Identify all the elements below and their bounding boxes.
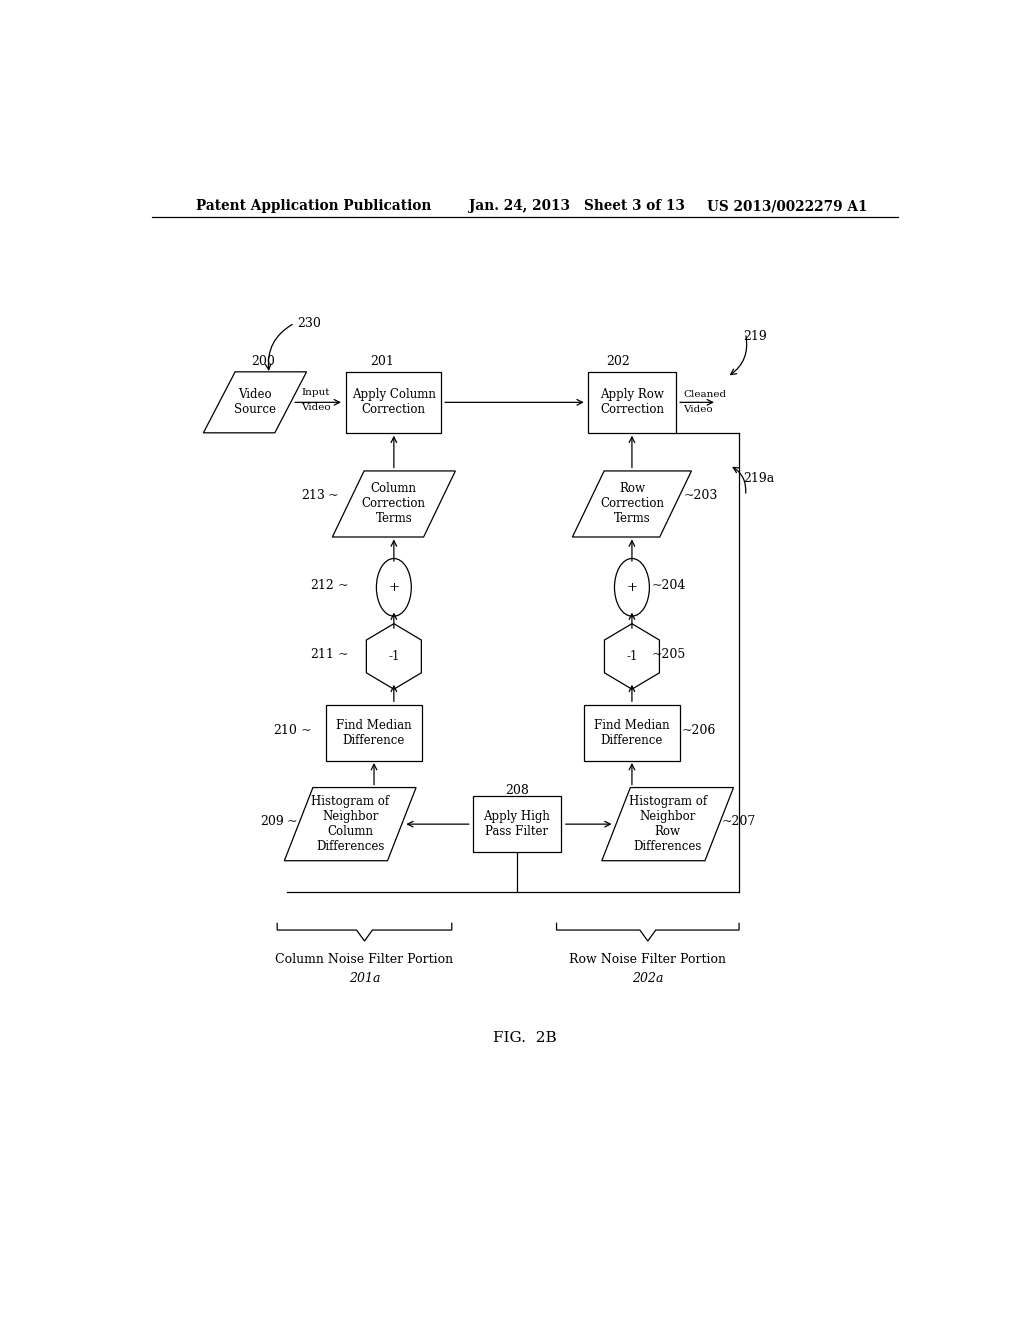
Text: Apply Column
Correction: Apply Column Correction	[352, 388, 436, 416]
Text: Sheet 3 of 13: Sheet 3 of 13	[585, 199, 685, 213]
FancyBboxPatch shape	[327, 705, 422, 760]
Text: 208: 208	[505, 784, 528, 797]
Text: Row
Correction
Terms: Row Correction Terms	[600, 483, 664, 525]
Text: Cleaned: Cleaned	[684, 389, 727, 399]
FancyBboxPatch shape	[588, 372, 676, 433]
Text: ~: ~	[338, 578, 348, 591]
Ellipse shape	[614, 558, 649, 616]
Text: Apply High
Pass Filter: Apply High Pass Filter	[483, 810, 550, 838]
Text: Video
Source: Video Source	[233, 388, 276, 416]
Text: 212: 212	[310, 578, 334, 591]
Polygon shape	[604, 623, 659, 689]
Text: Find Median
Difference: Find Median Difference	[594, 718, 670, 747]
Text: 219: 219	[743, 330, 767, 343]
FancyBboxPatch shape	[346, 372, 441, 433]
FancyBboxPatch shape	[473, 796, 560, 853]
Polygon shape	[602, 788, 733, 861]
Text: ~206: ~206	[682, 725, 717, 737]
FancyBboxPatch shape	[585, 705, 680, 760]
Text: FIG.  2B: FIG. 2B	[493, 1031, 557, 1044]
Text: US 2013/0022279 A1: US 2013/0022279 A1	[708, 199, 867, 213]
Text: 213: 213	[301, 490, 325, 503]
Text: Patent Application Publication: Patent Application Publication	[197, 199, 432, 213]
Text: Apply Row
Correction: Apply Row Correction	[600, 388, 664, 416]
Polygon shape	[285, 788, 416, 861]
Text: Jan. 24, 2013: Jan. 24, 2013	[469, 199, 570, 213]
Text: 200: 200	[251, 355, 274, 368]
Text: 202: 202	[606, 355, 631, 368]
Text: Column Noise Filter Portion: Column Noise Filter Portion	[275, 953, 454, 966]
Text: Histogram of
Neighbor
Row
Differences: Histogram of Neighbor Row Differences	[629, 795, 707, 853]
Text: ~: ~	[338, 648, 348, 661]
Text: 230: 230	[297, 317, 321, 330]
Polygon shape	[367, 623, 421, 689]
Text: 201: 201	[370, 355, 394, 368]
Text: ~205: ~205	[652, 648, 686, 661]
Text: +: +	[388, 581, 399, 594]
Text: Column
Correction
Terms: Column Correction Terms	[361, 483, 426, 525]
Ellipse shape	[377, 558, 412, 616]
Polygon shape	[333, 471, 456, 537]
Text: ~207: ~207	[722, 814, 756, 828]
Text: Video: Video	[301, 403, 331, 412]
Text: 211: 211	[310, 648, 334, 661]
Text: -1: -1	[627, 649, 638, 663]
Text: ~: ~	[287, 814, 297, 828]
Text: 201a: 201a	[349, 972, 380, 985]
Text: Input: Input	[302, 388, 331, 397]
Text: Row Noise Filter Portion: Row Noise Filter Portion	[569, 953, 726, 966]
Text: Histogram of
Neighbor
Column
Differences: Histogram of Neighbor Column Differences	[311, 795, 389, 853]
Text: 202a: 202a	[632, 972, 664, 985]
Text: -1: -1	[388, 649, 399, 663]
Text: ~: ~	[328, 490, 339, 503]
Polygon shape	[572, 471, 691, 537]
Text: Video: Video	[684, 405, 713, 414]
Text: ~204: ~204	[652, 578, 686, 591]
Text: Find Median
Difference: Find Median Difference	[336, 718, 412, 747]
Text: 210: 210	[273, 725, 297, 737]
Text: ~203: ~203	[684, 490, 718, 503]
Text: 219a: 219a	[743, 473, 774, 484]
Text: 209: 209	[260, 814, 284, 828]
Polygon shape	[204, 372, 306, 433]
Text: ~: ~	[300, 725, 310, 737]
Text: +: +	[627, 581, 637, 594]
